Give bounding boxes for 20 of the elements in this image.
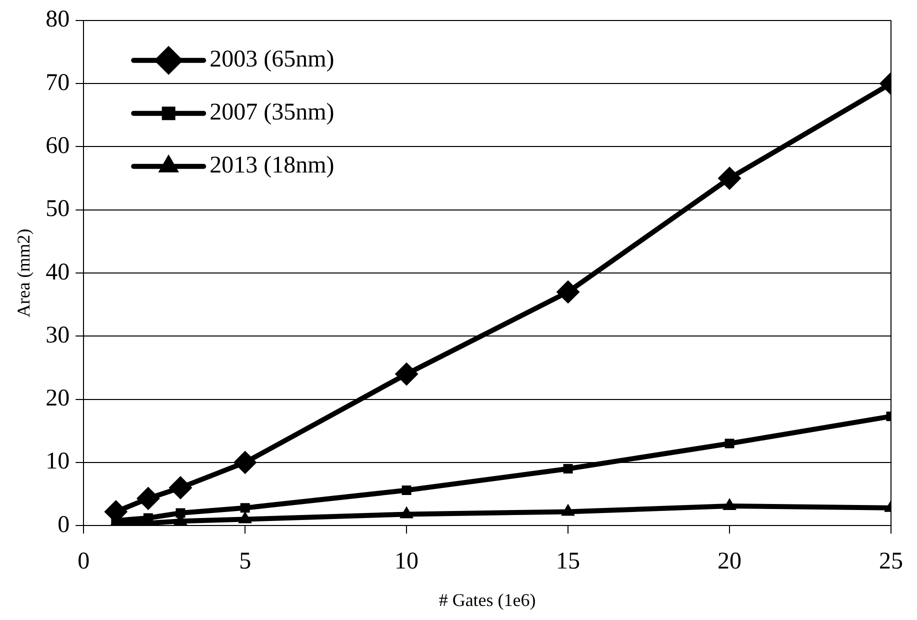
y-tick-label: 20	[46, 386, 70, 412]
y-tick-label: 50	[46, 196, 70, 222]
x-tick-label: 15	[556, 548, 580, 574]
x-tick-label: 10	[394, 548, 419, 574]
x-axis-title: # Gates (1e6)	[438, 590, 536, 610]
y-tick-label: 80	[46, 6, 70, 33]
legend-label: 2013 (18nm)	[210, 152, 334, 179]
y-tick-label: 0	[58, 512, 70, 538]
x-tick-label: 25	[879, 548, 903, 574]
legend-label: 2007 (35nm)	[210, 100, 334, 126]
x-tick-label: 5	[239, 548, 252, 574]
y-tick-label: 30	[46, 322, 70, 348]
x-tick-label: 20	[718, 548, 742, 574]
y-tick-label: 70	[46, 70, 70, 96]
legend-label: 2003 (65nm)	[210, 46, 334, 73]
y-tick-label: 60	[46, 132, 70, 159]
x-tick-label: 0	[78, 548, 90, 574]
y-tick-label: 40	[46, 259, 70, 286]
y-axis-title: Area (mm2)	[14, 228, 34, 318]
y-tick-label: 10	[46, 448, 70, 475]
